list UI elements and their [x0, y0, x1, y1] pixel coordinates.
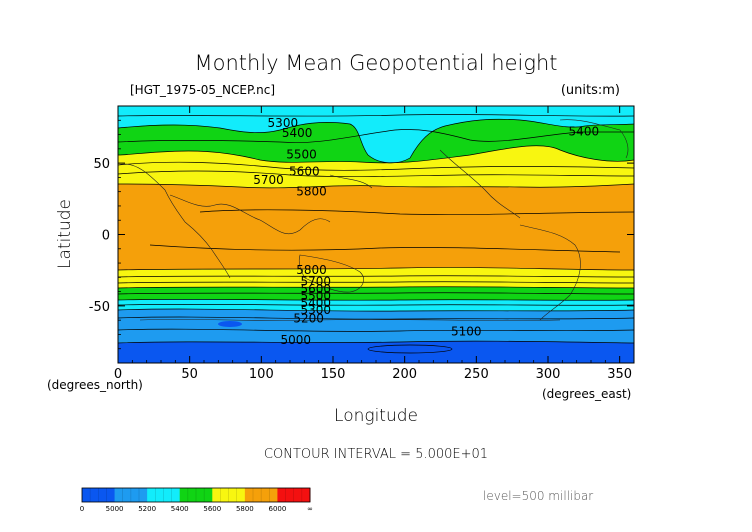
contour-label: 5800	[296, 185, 327, 199]
contour-label: 5400	[569, 125, 600, 139]
x-tick-label: 250	[464, 367, 489, 382]
colorbar-band	[82, 488, 116, 502]
band-south-blue-cell	[218, 321, 242, 327]
colorbar-band	[244, 488, 278, 502]
y-tick-label: 50	[93, 157, 110, 172]
level-label: level=500 millibar	[483, 489, 593, 503]
x-axis-label: Longitude	[334, 406, 418, 426]
colorbar-label: 5000	[106, 505, 124, 513]
contour-label: 5300	[268, 116, 299, 130]
units-label: (units:m)	[561, 83, 620, 98]
contour-label: 5600	[289, 165, 320, 179]
contour-label: 5000	[280, 333, 311, 347]
contour-label: 5400	[301, 296, 332, 310]
plot-area	[118, 106, 634, 363]
colorbar-band	[147, 488, 181, 502]
x-unit-left: (degrees_north)	[47, 378, 143, 392]
contour-label: 5200	[293, 312, 324, 326]
contour-interval-label: CONTOUR INTERVAL = 5.000E+01	[264, 447, 488, 462]
y-tick-label: -50	[89, 300, 110, 315]
colorbar-label: 0	[80, 505, 84, 513]
colorbar-band	[114, 488, 148, 502]
colorbar-frame	[81, 487, 311, 503]
x-tick-label: 100	[249, 367, 274, 382]
y-tick-label: 0	[102, 229, 110, 244]
colorbar-band	[179, 488, 213, 502]
contour-label: 5700	[253, 173, 284, 187]
file-label: [HGT_1975-05_NCEP.nc]	[130, 83, 275, 97]
y-ticks: 50 0 -50	[89, 119, 634, 350]
colorbar: 0 5000 5200 5400 5600 5800 6000 ∞	[80, 487, 313, 513]
band-north-cyan	[118, 106, 634, 163]
band-south-blue	[118, 341, 634, 363]
contour-label: 5300	[301, 303, 332, 317]
x-tick-label: 300	[536, 367, 561, 382]
contour-label: 5500	[286, 148, 317, 162]
x-tick-label: 0	[114, 367, 122, 382]
x-unit-right: (degrees_east)	[542, 387, 631, 401]
chart-title: Monthly Mean Geopotential height	[195, 51, 558, 75]
colorbar-label: 6000	[269, 505, 287, 513]
contour-label: 5400	[282, 126, 313, 140]
x-tick-label: 200	[392, 367, 417, 382]
x-tick-label: 50	[181, 367, 198, 382]
contour-label: 5500	[301, 289, 332, 303]
colorbar-band	[212, 488, 246, 502]
contour-label: 5700	[301, 275, 332, 289]
contour-label: 5600	[301, 282, 332, 296]
contour-lines	[118, 114, 634, 354]
x-tick-label: 350	[607, 367, 632, 382]
coastlines	[118, 119, 629, 321]
x-tick-label: 150	[321, 367, 346, 382]
colorbar-label: 5600	[203, 505, 221, 513]
colorbar-label: 5400	[171, 505, 189, 513]
contour-label: 5100	[451, 325, 482, 339]
y-axis-label: Latitude	[55, 199, 75, 269]
colorbar-label: ∞	[307, 505, 313, 513]
x-ticks: 0 50 100 150 200 250 300 350	[114, 106, 632, 382]
colorbar-band	[277, 488, 311, 502]
colorbar-label: 5200	[138, 505, 156, 513]
colorbar-label: 5800	[236, 505, 254, 513]
contour-label: 5800	[296, 263, 327, 277]
